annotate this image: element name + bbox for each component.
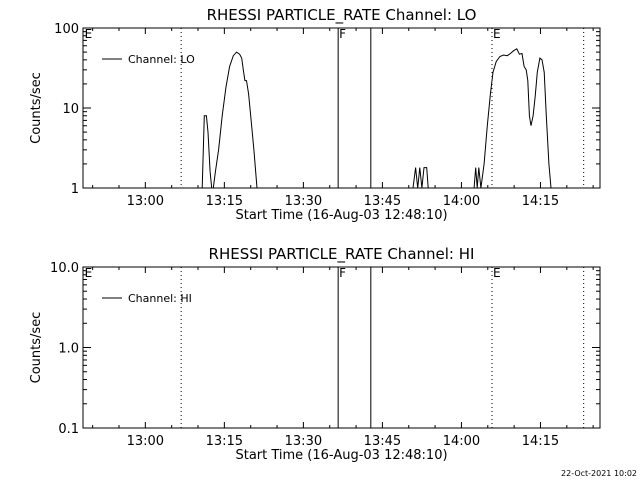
- y-tick-label: 1.0: [58, 342, 79, 357]
- event-marker-label: E: [85, 266, 93, 280]
- series-line: [201, 48, 552, 189]
- event-marker-label: E: [85, 27, 93, 41]
- x-tick-label: 13:30: [285, 194, 322, 209]
- x-tick-label: 13:45: [364, 194, 401, 209]
- x-axis-label: Start Time (16-Aug-03 12:48:10): [235, 208, 447, 223]
- x-tick-label: 14:00: [443, 434, 480, 449]
- panel-hi: RHESSI PARTICLE_RATE Channel: HI 13:00 13:…: [29, 245, 601, 463]
- x-tick-label: 13:00: [127, 194, 164, 209]
- chart-title: RHESSI PARTICLE_RATE Channel: LO: [207, 6, 477, 25]
- x-axis-label: Start Time (16-Aug-03 12:48:10): [235, 448, 447, 463]
- event-marker-label: F: [339, 27, 346, 41]
- timestamp: 22-Oct-2021 10:02: [561, 469, 637, 478]
- y-tick-label: 10: [62, 102, 79, 117]
- x-tick-label: 13:30: [285, 434, 322, 449]
- x-tick-label: 13:15: [206, 434, 243, 449]
- x-tick-label: 14:00: [443, 194, 480, 209]
- x-tick-label: 13:45: [364, 434, 401, 449]
- x-tick-label: 13:00: [127, 434, 164, 449]
- y-axis-label: Counts/sec: [29, 72, 44, 144]
- event-marker-label: E: [493, 266, 501, 280]
- x-tick-label: 13:15: [206, 194, 243, 209]
- y-axis-label: Counts/sec: [29, 312, 44, 384]
- y-tick-label: 0.1: [58, 422, 79, 437]
- event-marker-label: F: [339, 266, 346, 280]
- panel-lo: RHESSI PARTICLE_RATE Channel: LO 13:00 13:…: [29, 6, 601, 223]
- y-tick-label: 100: [54, 22, 79, 37]
- y-tick-label: 1: [71, 182, 79, 197]
- x-tick-label: 14:15: [522, 434, 559, 449]
- legend-entry: Channel: LO: [128, 53, 195, 66]
- chart-title: RHESSI PARTICLE_RATE Channel: HI: [209, 245, 475, 264]
- event-marker-label: E: [493, 27, 501, 41]
- y-tick-label: 10.0: [50, 261, 79, 276]
- legend-entry: Channel: HI: [128, 292, 192, 305]
- plot-frame: [82, 27, 601, 189]
- x-tick-label: 14:15: [522, 194, 559, 209]
